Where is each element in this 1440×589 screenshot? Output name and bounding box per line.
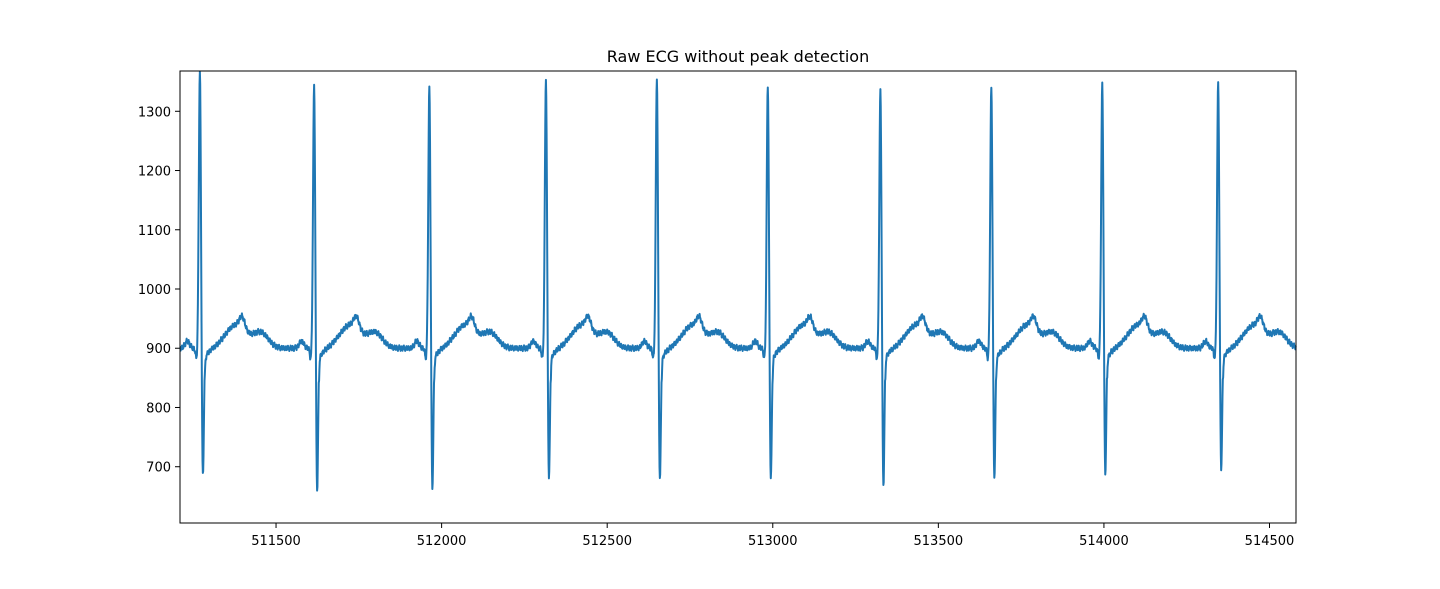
x-tick-label: 513500 — [914, 534, 964, 549]
y-tick-label: 1200 — [138, 165, 171, 180]
plot-frame — [179, 70, 1297, 524]
y-tick-label: 800 — [146, 401, 171, 416]
x-tick-label: 514500 — [1245, 534, 1295, 549]
y-tick-label: 1300 — [138, 105, 171, 120]
x-tick-label: 512500 — [582, 534, 632, 549]
chart-title: Raw ECG without peak detection — [607, 47, 869, 66]
y-tick-label: 700 — [146, 461, 171, 476]
x-tick-label: 511500 — [251, 534, 301, 549]
ecg-series-line — [179, 70, 1297, 492]
y-tick-label: 1000 — [138, 283, 171, 298]
y-axis-ticks: 700 800 900 1000 1100 1200 1300 — [138, 105, 180, 476]
x-tick-label: 513000 — [748, 534, 798, 549]
x-axis-ticks: 511500 512000 512500 513000 513500 514000 5145… — [251, 523, 1294, 549]
y-tick-label: 1100 — [138, 224, 171, 239]
y-tick-label: 900 — [146, 342, 171, 357]
x-tick-label: 512000 — [417, 534, 467, 549]
x-tick-label: 514000 — [1079, 534, 1129, 549]
